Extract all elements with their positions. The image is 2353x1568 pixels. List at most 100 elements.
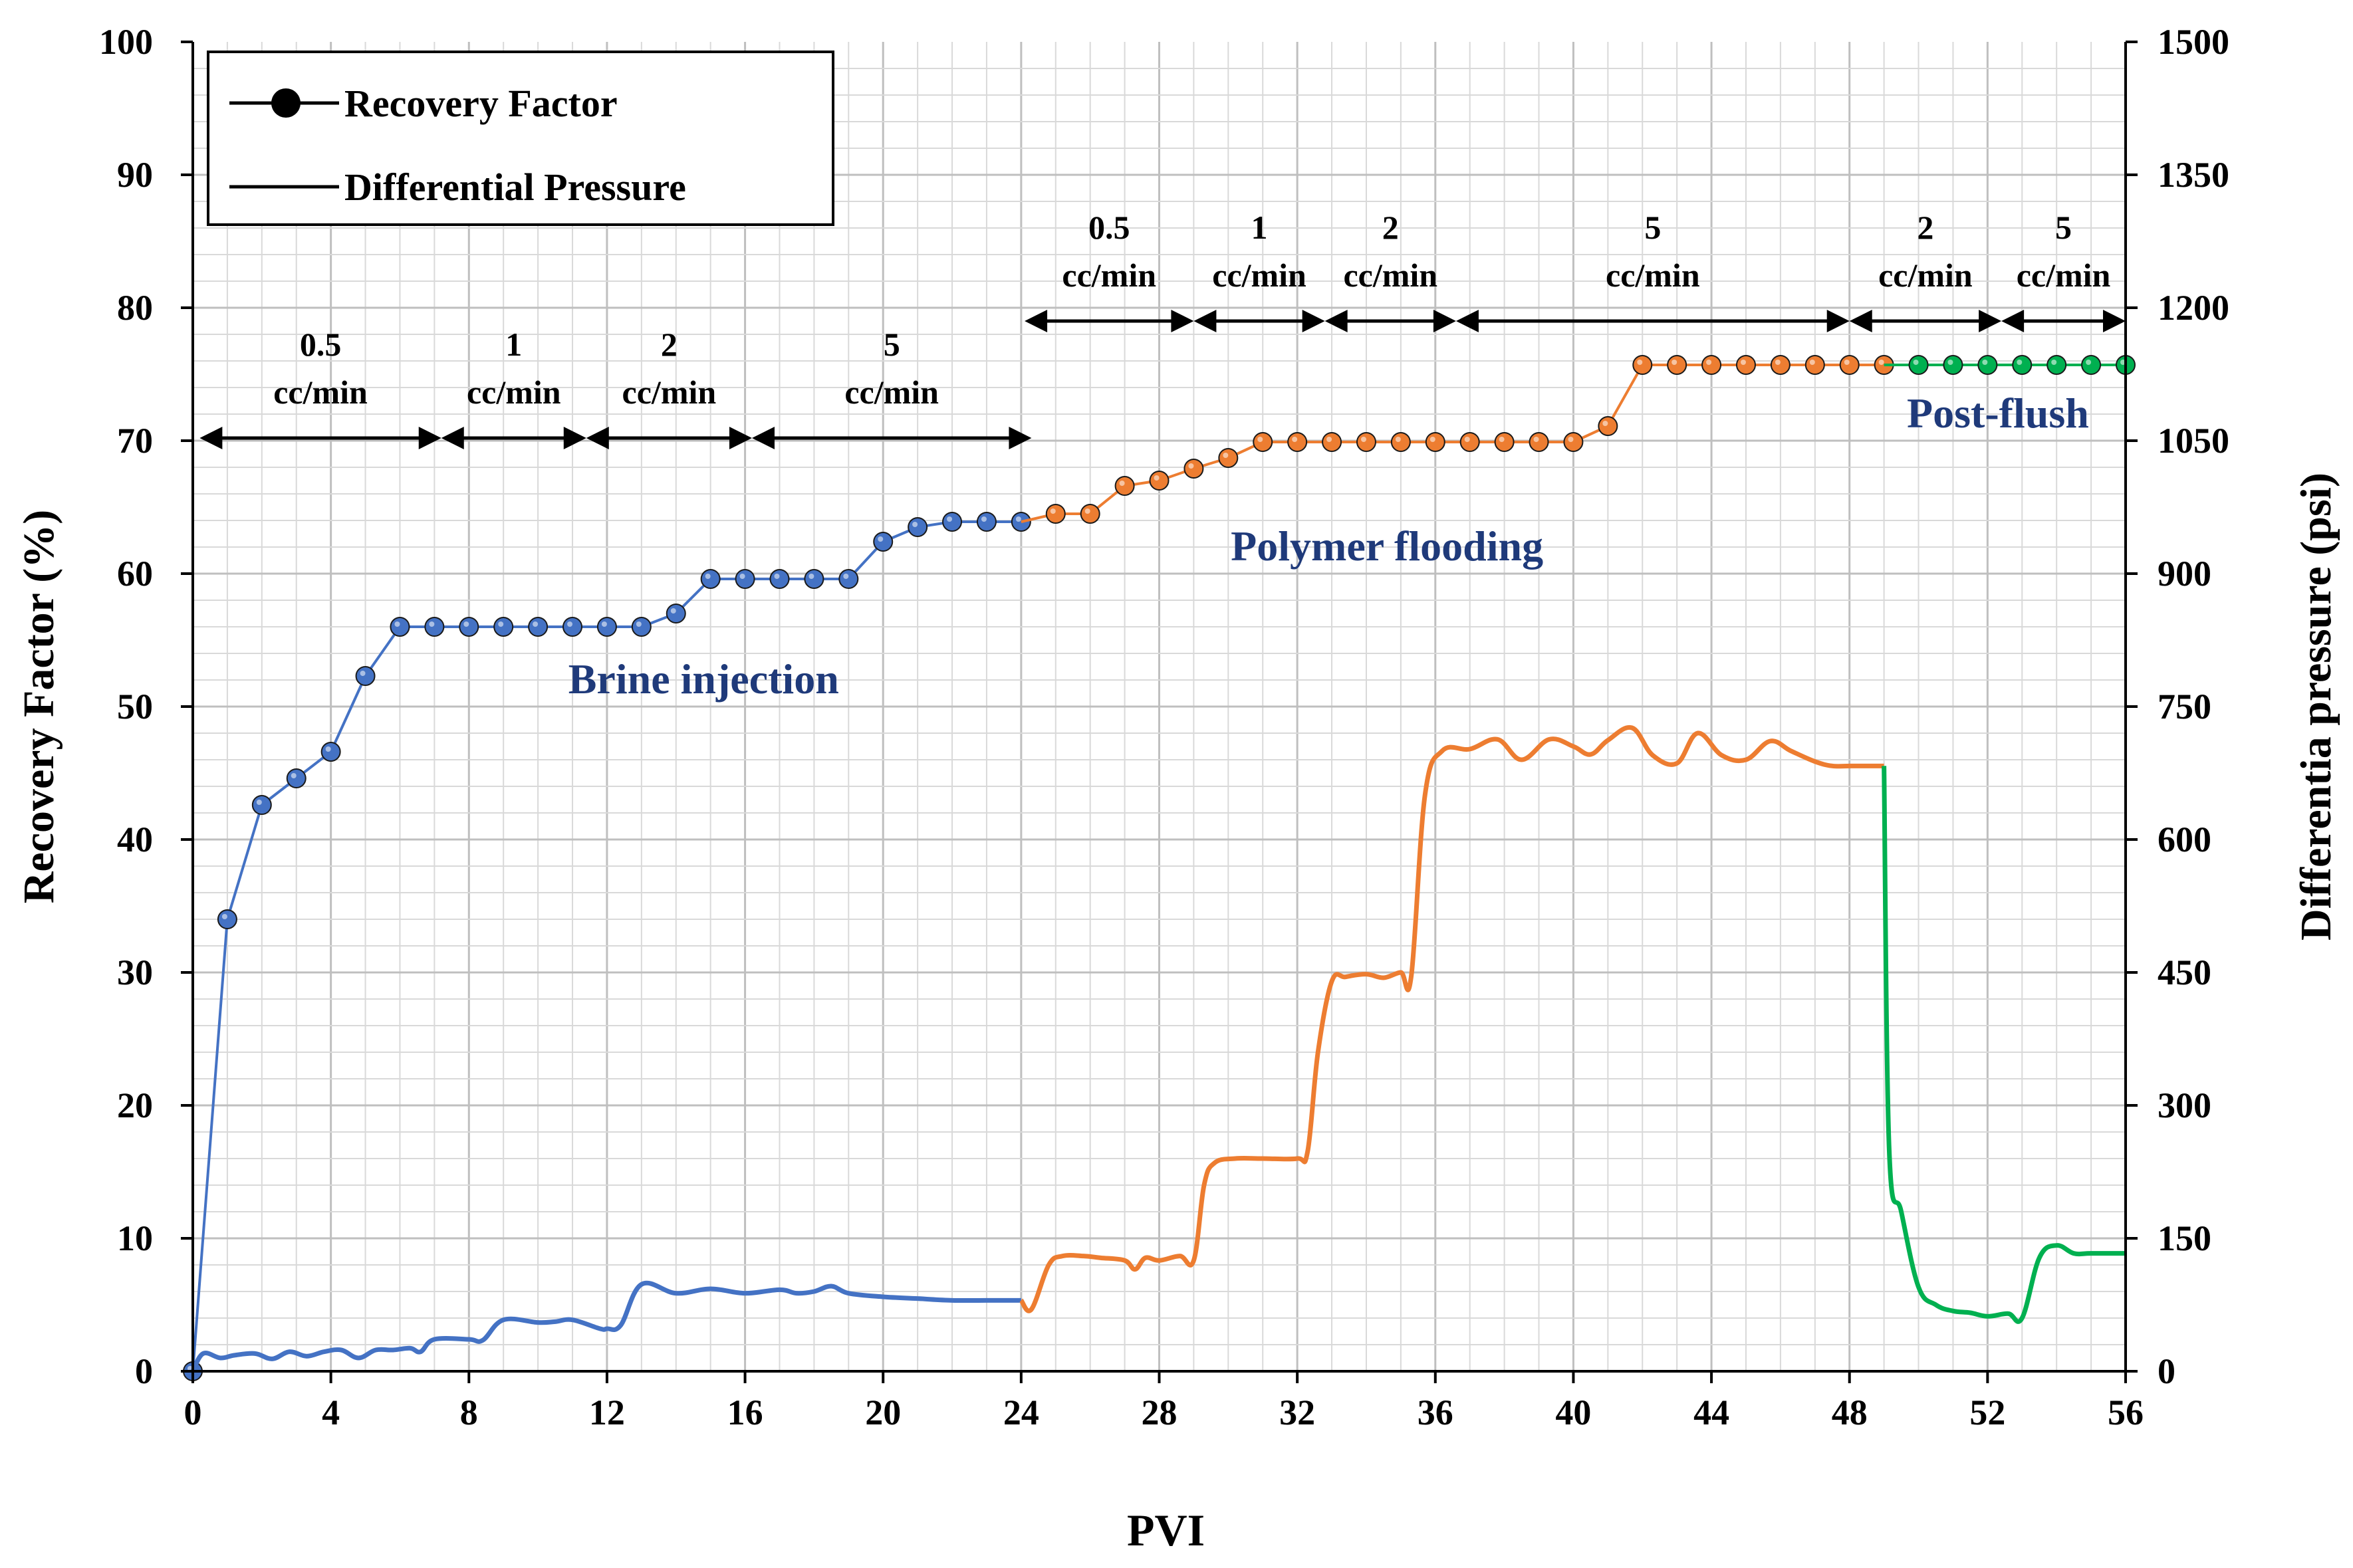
recovery-point-highlight — [1844, 360, 1850, 365]
recovery-point-highlight — [705, 574, 711, 579]
recovery-point-polymer — [1529, 432, 1549, 452]
recovery-point-postflush — [2081, 355, 2102, 375]
y-right-tick-label: 900 — [2158, 554, 2211, 594]
recovery-point-polymer — [1390, 432, 1411, 452]
y-right-axis-title: Differentia pressure (psi) — [2292, 473, 2340, 941]
recovery-point-brine — [424, 617, 445, 637]
x-tick-label: 56 — [2108, 1393, 2144, 1432]
recovery-point-postflush — [2046, 355, 2067, 375]
recovery-point-polymer — [1804, 355, 1825, 375]
recovery-point-polymer — [1114, 476, 1135, 496]
arrow-head — [1193, 310, 1217, 332]
x-tick-label: 40 — [1555, 1393, 1591, 1432]
rate-unit-label: cc/min — [1606, 257, 1700, 294]
arrow-head — [729, 427, 752, 449]
x-tick-label: 20 — [865, 1393, 901, 1432]
recovery-point-polymer — [1632, 355, 1653, 375]
arrow-head — [1171, 310, 1194, 332]
recovery-point-highlight — [1706, 360, 1712, 365]
recovery-point-highlight — [1878, 360, 1884, 365]
rate-value-label: 2 — [1382, 209, 1399, 246]
y-left-tick-label: 0 — [135, 1351, 153, 1391]
arrow-head — [1302, 310, 1325, 332]
x-tick-label: 28 — [1142, 1393, 1177, 1432]
arrow-head — [1324, 310, 1348, 332]
recovery-point-highlight — [2017, 360, 2023, 365]
phase-label: Brine injection — [568, 655, 839, 703]
recovery-point-polymer — [1080, 504, 1100, 524]
recovery-point-highlight — [567, 621, 573, 627]
y-left-tick-label: 30 — [117, 952, 153, 992]
recovery-point-brine — [596, 617, 617, 637]
rate-value-label: 0.5 — [1088, 209, 1130, 246]
recovery-point-highlight — [1154, 475, 1160, 481]
recovery-point-polymer — [1287, 432, 1308, 452]
recovery-line-polymer — [1021, 364, 1884, 523]
pressure-line-postflush — [1882, 766, 2126, 1324]
recovery-point-highlight — [843, 574, 849, 579]
recovery-point-highlight — [394, 621, 400, 627]
recovery-point-highlight — [1568, 437, 1574, 442]
y-right-tick-label: 1500 — [2158, 22, 2229, 62]
recovery-point-brine — [251, 795, 272, 815]
recovery-point-highlight — [1602, 421, 1608, 426]
recovery-point-brine — [942, 512, 963, 532]
x-tick-label: 48 — [1832, 1393, 1868, 1432]
recovery-point-highlight — [1672, 360, 1677, 365]
recovery-point-brine — [700, 569, 721, 589]
recovery-point-highlight — [1947, 360, 1953, 365]
arrow-head — [441, 427, 464, 449]
y-right-tick-label: 1350 — [2158, 155, 2229, 195]
legend-swatch-marker — [271, 88, 301, 118]
y-left-tick-label: 20 — [117, 1085, 153, 1125]
x-tick-label: 32 — [1279, 1393, 1315, 1432]
y-left-tick-label: 50 — [117, 687, 153, 727]
y-left-tick-label: 70 — [117, 421, 153, 461]
y-left-tick-label: 100 — [99, 22, 153, 62]
phase-label: Post-flush — [1907, 390, 2089, 437]
rate-unit-label: cc/min — [2017, 257, 2111, 294]
recovery-point-brine — [320, 742, 341, 762]
recovery-point-polymer — [1735, 355, 1756, 375]
recovery-point-highlight — [2086, 360, 2092, 365]
x-tick-label: 24 — [1003, 1393, 1039, 1432]
recovery-point-highlight — [1360, 437, 1366, 442]
y-right-tick-label: 450 — [2158, 952, 2211, 992]
recovery-point-highlight — [1464, 437, 1470, 442]
arrow-head — [2103, 310, 2126, 332]
recovery-point-highlight — [1326, 437, 1332, 442]
recovery-point-highlight — [1982, 360, 1988, 365]
arrow-head — [418, 427, 441, 449]
recovery-point-polymer — [1045, 504, 1066, 524]
x-axis-title: PVI — [1127, 1505, 1205, 1555]
recovery-point-highlight — [1913, 360, 1919, 365]
pressure-line-polymer — [1019, 725, 1884, 1313]
rate-unit-label: cc/min — [1878, 257, 1973, 294]
arrow-head — [1849, 310, 1872, 332]
recovery-point-highlight — [981, 516, 987, 522]
arrow-head — [2001, 310, 2025, 332]
recovery-point-polymer — [1425, 432, 1445, 452]
recovery-point-highlight — [670, 608, 676, 614]
recovery-point-polymer — [1701, 355, 1722, 375]
recovery-point-brine — [459, 617, 479, 637]
recovery-point-polymer — [1667, 355, 1687, 375]
recovery-point-highlight — [808, 574, 814, 579]
rate-value-label: 2 — [1917, 209, 1933, 246]
recovery-point-brine — [286, 768, 307, 788]
rate-value-label: 0.5 — [300, 326, 342, 363]
y-left-tick-label: 10 — [117, 1218, 153, 1258]
legend-label: Recovery Factor — [344, 82, 618, 125]
arrow-head — [1433, 310, 1456, 332]
rate-value-label: 1 — [505, 326, 522, 363]
recovery-point-brine — [493, 617, 514, 637]
arrow-head — [751, 427, 775, 449]
recovery-point-brine — [908, 517, 928, 537]
arrow-head — [199, 427, 223, 449]
recovery-point-brine — [873, 532, 894, 552]
rate-value-label: 2 — [661, 326, 678, 363]
recovery-point-brine — [804, 569, 824, 589]
recovery-point-highlight — [1429, 437, 1435, 442]
recovery-point-highlight — [1775, 360, 1781, 365]
